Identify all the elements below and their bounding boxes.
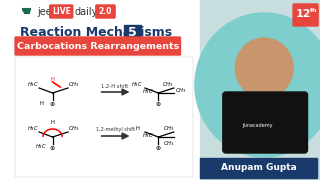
Text: Carbocations Rearrangements: Carbocations Rearrangements — [17, 42, 179, 51]
Text: $H_3C$: $H_3C$ — [35, 143, 47, 151]
Text: $\oplus$: $\oplus$ — [155, 100, 162, 108]
Text: 12: 12 — [296, 9, 311, 19]
FancyBboxPatch shape — [96, 5, 115, 18]
Text: $H_3C$: $H_3C$ — [27, 125, 39, 133]
Text: 1,2-methyl shift: 1,2-methyl shift — [96, 127, 134, 132]
Text: H: H — [39, 100, 43, 105]
Text: $\oplus$: $\oplus$ — [49, 100, 56, 108]
Text: H: H — [51, 76, 54, 82]
FancyBboxPatch shape — [124, 24, 140, 39]
Text: H: H — [135, 127, 139, 132]
Text: Anupam Gupta: Anupam Gupta — [220, 163, 296, 172]
Text: Reaction Mechanisms: Reaction Mechanisms — [20, 26, 172, 39]
Text: 5: 5 — [128, 26, 137, 39]
Text: $\oplus$: $\oplus$ — [155, 144, 162, 152]
Text: 2.0: 2.0 — [99, 7, 112, 16]
FancyBboxPatch shape — [50, 5, 73, 18]
Text: ƒunacademy: ƒunacademy — [242, 123, 273, 127]
Text: jee: jee — [37, 7, 52, 17]
Wedge shape — [23, 9, 30, 13]
Text: daily: daily — [75, 7, 98, 17]
Text: $CH_3$: $CH_3$ — [68, 81, 80, 89]
Text: $CH_3$: $CH_3$ — [163, 125, 175, 133]
Text: $CH_3$: $CH_3$ — [68, 125, 80, 133]
Text: $H_3C$: $H_3C$ — [131, 81, 143, 89]
Text: $H_3C$: $H_3C$ — [142, 87, 154, 96]
Text: $CH_3$: $CH_3$ — [175, 87, 186, 95]
Text: LIVE: LIVE — [52, 7, 71, 16]
FancyBboxPatch shape — [15, 37, 180, 55]
FancyBboxPatch shape — [293, 4, 318, 26]
Bar — [200, 0, 320, 180]
Circle shape — [195, 13, 320, 157]
Text: th: th — [309, 8, 317, 12]
FancyBboxPatch shape — [15, 57, 193, 177]
Bar — [200, 158, 317, 178]
Text: H: H — [51, 120, 54, 125]
Text: 1,2-H shift: 1,2-H shift — [101, 84, 129, 89]
Text: $H_3C$: $H_3C$ — [27, 81, 39, 89]
Text: $CH_3$: $CH_3$ — [163, 140, 175, 148]
Text: $\oplus$: $\oplus$ — [49, 144, 56, 152]
Text: $CH_3$: $CH_3$ — [162, 81, 174, 89]
Circle shape — [235, 38, 293, 98]
Text: $H_3C$: $H_3C$ — [142, 132, 154, 140]
FancyBboxPatch shape — [223, 92, 308, 153]
